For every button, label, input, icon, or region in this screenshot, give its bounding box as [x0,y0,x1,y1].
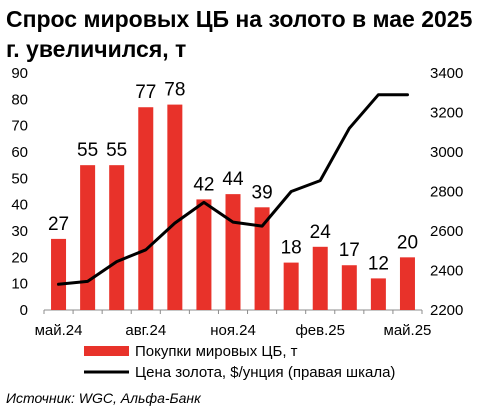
legend: Покупки мировых ЦБ, т Цена золота, $/унци… [84,343,395,381]
bar-data-label: 55 [106,140,127,161]
right-axis-tick-label: 3400 [430,65,463,82]
bar [370,278,386,310]
bar [109,165,125,310]
right-axis-tick-label: 3200 [430,105,463,122]
legend-line-label: Цена золота, $/унция (правая шкала) [135,364,395,381]
x-axis-tick-label: авг.24 [125,322,166,339]
left-axis-tick-label: 10 [11,276,28,293]
bar-data-label: 27 [48,214,69,235]
right-axis-tick-label: 2600 [430,223,463,240]
bar-data-labels: 27 55 55 77 78 42 44 39 18 24 17 12 20 [48,80,418,275]
right-axis-tick-label: 3000 [430,144,463,161]
right-axis-tick-label: 2400 [430,263,463,280]
bar-data-label: 55 [77,140,98,161]
bar [254,207,270,310]
right-axis-tick-label: 2800 [430,184,463,201]
bar [283,262,299,310]
left-axis-tick-label: 30 [11,223,28,240]
bar [196,199,212,310]
bar [312,246,328,310]
bar-series [51,104,415,310]
chart-title: Спрос мировых ЦБ на золото в мае 2025 г.… [6,6,473,62]
bar [138,107,154,310]
bar-data-label: 20 [397,232,418,253]
x-axis-tick-label: фев.25 [295,322,345,339]
bar-data-label: 39 [252,182,273,203]
bar-data-label: 24 [310,222,332,243]
right-axis-tick-label: 2200 [430,302,463,319]
bar-data-label: 12 [368,253,389,274]
legend-bar-label: Покупки мировых ЦБ, т [135,343,298,360]
x-axis-tick-label: май.24 [35,322,83,339]
left-axis-tick-label: 40 [11,197,28,214]
gold-price-line [57,93,409,286]
right-y-axis: 2200 2400 2600 2800 3000 3200 3400 [430,65,463,319]
bar-data-label: 44 [222,169,244,190]
bar-data-label: 18 [281,238,302,259]
bar [225,194,241,310]
x-axis-tick-label: май.25 [384,322,432,339]
bar-data-label: 17 [339,240,360,261]
price-line-series [57,93,409,286]
left-axis-tick-label: 20 [11,249,28,266]
bar-data-label: 42 [193,174,214,195]
left-axis-tick-label: 50 [11,170,28,187]
x-axis-tick-label: ноя.24 [210,322,256,339]
left-axis-tick-label: 60 [11,144,28,161]
legend-bar-swatch [84,346,129,356]
source-note: Источник: WGC, Альфа-Банк [6,390,201,406]
bar-data-label: 78 [164,80,185,101]
bar-data-label: 77 [135,82,156,103]
bar [167,104,183,310]
left-axis-tick-label: 70 [11,118,28,135]
left-axis-tick-label: 80 [11,91,28,108]
bar [341,265,357,310]
left-axis-tick-label: 0 [20,302,28,319]
left-axis-tick-label: 90 [11,65,28,82]
x-axis: май.24 авг.24 ноя.24 фев.25 май.25 [35,309,432,339]
left-y-axis: 0 10 20 30 40 50 60 70 80 90 [11,65,28,319]
bar [51,238,67,310]
bar [399,257,415,310]
bar [80,165,96,310]
